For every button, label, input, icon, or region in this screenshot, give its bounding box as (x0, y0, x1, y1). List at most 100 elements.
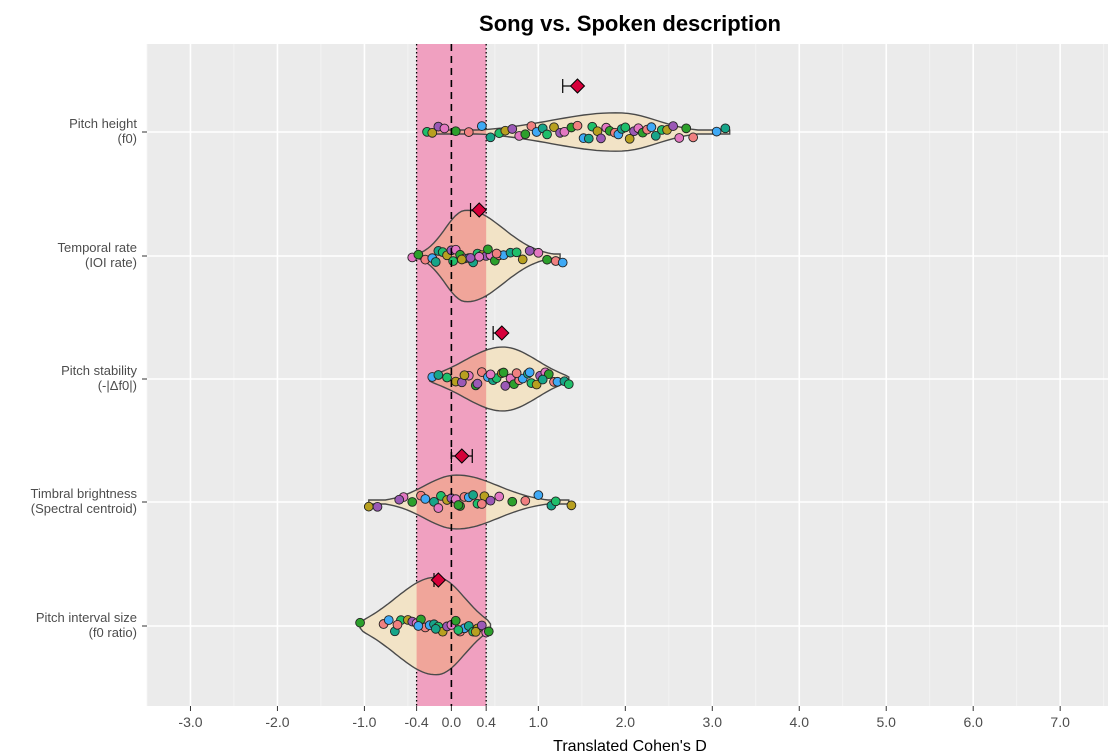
data-point (476, 499, 487, 509)
x-tick-label: -0.4 (405, 714, 429, 730)
data-point (483, 626, 494, 637)
data-point (433, 503, 444, 513)
data-point (543, 369, 554, 380)
data-point (650, 130, 661, 141)
data-point (583, 133, 594, 144)
data-point (476, 620, 487, 631)
data-point (483, 244, 493, 255)
data-point (442, 372, 452, 383)
x-tick-label: -2.0 (265, 714, 289, 730)
data-point (465, 253, 476, 263)
data-point (507, 496, 518, 507)
data-point (517, 254, 528, 265)
data-point (430, 623, 441, 634)
data-point (559, 126, 570, 137)
data-point (439, 123, 450, 134)
data-point (413, 621, 424, 631)
x-tick-label: 0.4 (476, 714, 496, 730)
data-point (549, 122, 559, 133)
data-point (720, 123, 731, 134)
x-tick-label: 0.0 (442, 714, 462, 730)
data-point (572, 120, 583, 131)
data-point (363, 501, 374, 512)
data-point (557, 257, 568, 268)
y-tick-label-line: (f0) (118, 131, 138, 146)
estimate-marker (430, 572, 447, 588)
data-point (470, 626, 481, 637)
chart-title: Song vs. Spoken description (479, 11, 781, 36)
data-point (688, 132, 699, 143)
data-point (520, 495, 531, 506)
x-tick-label: 3.0 (703, 714, 723, 730)
x-tick-label: 5.0 (876, 714, 896, 730)
data-point (463, 127, 474, 137)
y-tick-label-line: Timbral brightness (31, 486, 138, 501)
data-point (511, 368, 522, 378)
data-point (413, 249, 424, 260)
y-tick-label-line: (Spectral centroid) (31, 501, 137, 516)
x-tick-label: 1.0 (529, 714, 549, 730)
data-point (674, 133, 685, 143)
y-tick-label: Temporal rate (IOI rate) (58, 240, 137, 270)
violin-body (425, 112, 730, 152)
data-point (668, 121, 679, 131)
data-point (394, 494, 405, 505)
data-point (533, 490, 544, 500)
data-point (498, 367, 509, 378)
data-point (456, 254, 467, 265)
data-point (507, 124, 518, 134)
data-point (681, 123, 692, 134)
x-axis-label: Translated Cohen's D (553, 738, 707, 755)
x-tick-label: -1.0 (352, 714, 376, 730)
data-point (596, 133, 606, 144)
data-point (520, 129, 531, 140)
data-point (372, 501, 383, 512)
data-point (500, 381, 511, 391)
data-point (533, 247, 544, 258)
x-tick-label: 6.0 (963, 714, 983, 730)
data-point (427, 128, 438, 138)
data-point (453, 625, 464, 635)
y-tick-label: Pitch height (f0) (69, 116, 137, 146)
data-point (459, 370, 470, 381)
estimate-marker (454, 448, 470, 464)
data-point (485, 495, 496, 506)
data-point (450, 615, 461, 626)
data-point (453, 500, 464, 510)
data-point (524, 367, 535, 378)
y-tick-label-line: (IOI rate) (85, 255, 137, 270)
y-tick-label-line: (f0 ratio) (89, 625, 137, 640)
data-point (450, 126, 461, 137)
x-tick-label: 7.0 (1050, 714, 1070, 730)
data-point (485, 132, 496, 143)
data-point (537, 374, 548, 385)
data-point (511, 247, 522, 258)
data-point (542, 254, 552, 265)
estimate-marker (471, 202, 487, 218)
estimate-marker (494, 325, 510, 341)
data-point (550, 496, 561, 507)
y-tick-label: Pitch stability (-|Δf0|) (61, 363, 137, 393)
y-tick-label-line: (-|Δf0|) (98, 378, 137, 393)
data-point (494, 491, 505, 502)
data-point (407, 497, 418, 507)
data-point (566, 500, 577, 511)
data-point (355, 617, 365, 628)
data-point (624, 133, 635, 144)
plot-panel (147, 44, 1108, 706)
data-point (392, 619, 403, 630)
data-point (485, 369, 496, 380)
data-point (476, 121, 487, 131)
data-point (542, 129, 552, 140)
data-point (711, 126, 722, 137)
x-tick-label: 4.0 (790, 714, 810, 730)
data-point (383, 615, 394, 625)
data-point (433, 370, 444, 380)
y-tick-label-line: Temporal rate (58, 240, 137, 255)
violin-outline (411, 209, 561, 303)
data-point (563, 379, 574, 390)
y-tick-label-line: Pitch interval size (36, 610, 137, 625)
data-point (474, 251, 485, 262)
estimate-marker (569, 78, 586, 94)
